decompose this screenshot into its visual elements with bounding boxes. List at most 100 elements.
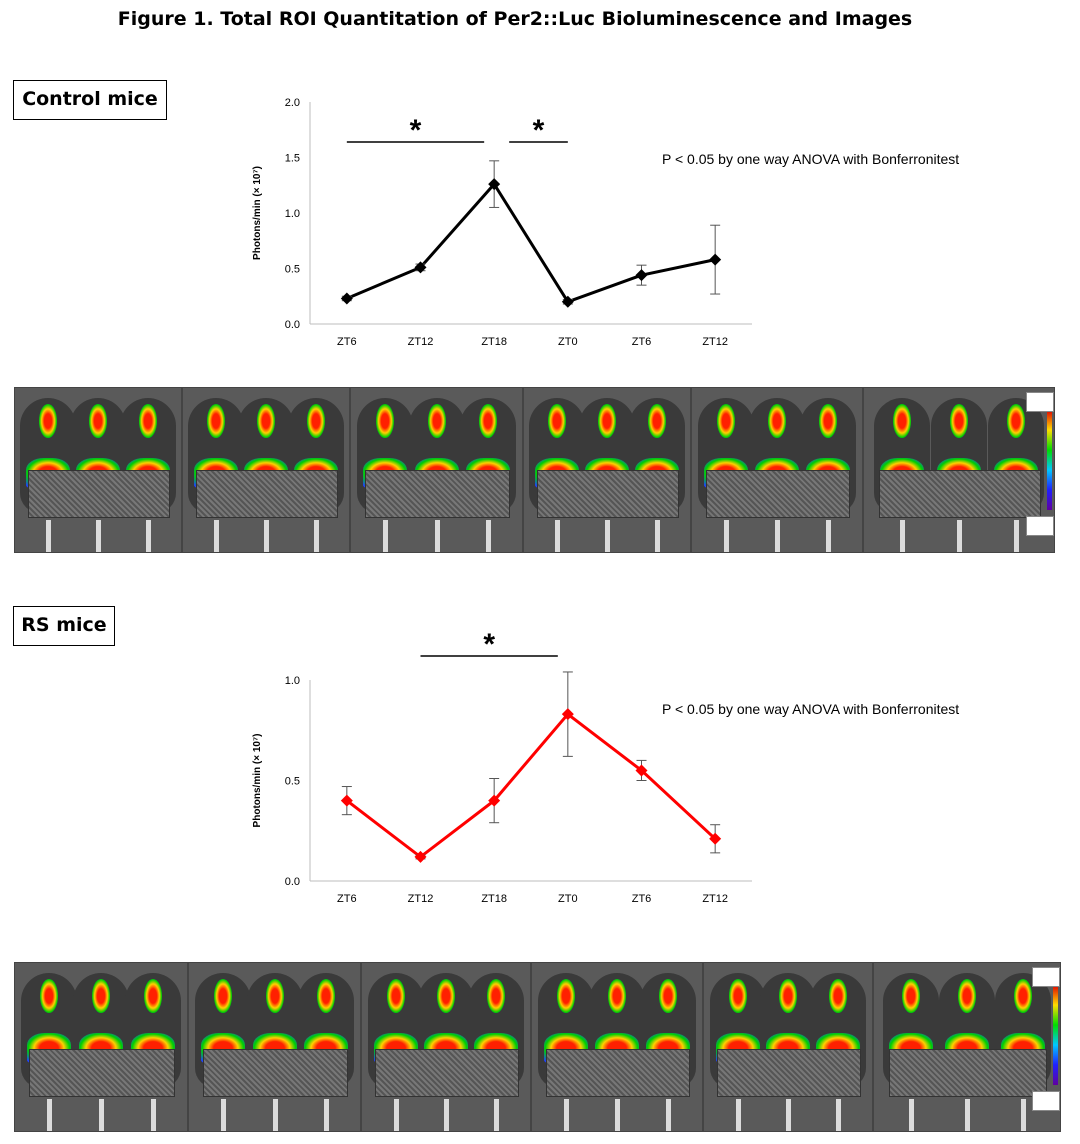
head-signal — [214, 979, 233, 1013]
x-tick-label: ZT12 — [408, 893, 434, 905]
y-axis-title: Photons/min (× 10⁷) — [252, 166, 263, 260]
y-tick-label: 1.5 — [285, 153, 300, 165]
cover-pad — [28, 1049, 176, 1097]
mouse-tail — [323, 1099, 329, 1131]
mouse-tail — [444, 1099, 449, 1131]
mouse-tail — [47, 1099, 53, 1131]
significance-star: * — [483, 628, 495, 661]
cover-pad — [28, 470, 170, 518]
head-signal — [779, 979, 797, 1013]
head-signal — [316, 979, 335, 1013]
cover-pad — [537, 470, 679, 518]
mouse-tail — [434, 520, 440, 552]
head-signal — [902, 979, 921, 1013]
x-tick-label: ZT18 — [481, 336, 507, 348]
mouse-tail — [836, 1099, 842, 1131]
bioluminescence-image-panel — [14, 962, 188, 1132]
image-min-max-box — [1032, 967, 1060, 987]
data-point — [488, 178, 501, 191]
anova-note: P < 0.05 by one way ANOVA with Bonferron… — [662, 151, 959, 167]
control-mice-label: Control mice — [13, 80, 167, 120]
head-signal — [143, 979, 162, 1013]
head-signal — [376, 404, 395, 438]
data-point — [488, 794, 501, 807]
data-point — [635, 269, 648, 282]
bioluminescence-image-panel — [14, 387, 182, 553]
mouse-tail — [605, 520, 610, 552]
mouse-tail — [383, 520, 389, 552]
mouse-tail — [99, 1099, 104, 1131]
head-signal — [39, 404, 58, 438]
mouse-tail — [264, 520, 269, 552]
data-point — [340, 794, 353, 807]
data-point — [414, 261, 427, 274]
data-point — [414, 850, 427, 863]
mouse-tail — [393, 1099, 399, 1131]
data-point — [561, 295, 574, 308]
series-line — [346, 181, 716, 304]
y-tick-label: 1.0 — [285, 208, 300, 220]
head-signal — [728, 979, 747, 1013]
cover-pad — [879, 470, 1041, 518]
significance-star: * — [533, 114, 545, 147]
mouse-tail — [313, 520, 319, 552]
head-signal — [557, 979, 575, 1013]
head-signal — [478, 404, 497, 438]
mouse-tail — [724, 520, 729, 552]
cover-pad — [375, 1049, 519, 1097]
series-line — [345, 712, 717, 859]
bioluminescence-image-panel — [188, 962, 361, 1132]
head-signal — [40, 979, 59, 1013]
head-signal — [819, 404, 837, 438]
x-tick-label: ZT6 — [632, 893, 652, 905]
mouse-tail — [1020, 1099, 1026, 1131]
head-signal — [92, 979, 110, 1013]
head-signal — [427, 404, 446, 438]
mouse-tail — [965, 1099, 970, 1131]
head-signal — [1013, 979, 1032, 1013]
image-min-max-box — [1026, 392, 1054, 412]
mouse-tail — [96, 520, 101, 552]
color-bar-min-max-box — [1026, 516, 1054, 536]
head-signal — [950, 404, 968, 438]
x-tick-label: ZT6 — [337, 893, 357, 905]
head-signal — [958, 979, 976, 1013]
rs-mice-label: RS mice — [13, 606, 115, 646]
head-signal — [598, 404, 616, 438]
mouse-tail — [150, 1099, 156, 1131]
mouse-tail — [957, 520, 962, 552]
x-tick-label: ZT12 — [702, 893, 728, 905]
mouse-tail — [775, 520, 780, 552]
mouse-tail — [494, 1099, 500, 1131]
head-signal — [265, 979, 284, 1013]
head-signal — [306, 404, 325, 438]
mouse-tail — [555, 520, 561, 552]
bioluminescence-image-panel — [531, 962, 703, 1132]
color-scale-bar — [1053, 985, 1058, 1085]
x-tick-label: ZT6 — [337, 336, 357, 348]
color-bar-min-max-box — [1032, 1091, 1060, 1111]
y-tick-label: 1.0 — [285, 675, 300, 687]
mouse-tail — [221, 1099, 227, 1131]
bioluminescence-image-panel — [182, 387, 350, 553]
rs-image-strip — [14, 962, 1064, 1132]
cover-pad — [196, 470, 338, 518]
y-tick-label: 2.0 — [285, 97, 300, 109]
cover-pad — [705, 470, 851, 518]
mouse-tail — [900, 520, 905, 552]
cover-pad — [717, 1049, 861, 1097]
significance-star: * — [410, 114, 422, 147]
x-tick-label: ZT6 — [632, 336, 652, 348]
mouse-tail — [826, 520, 831, 552]
head-signal — [1007, 404, 1025, 438]
bioluminescence-image-panel — [863, 387, 1055, 553]
head-signal — [548, 404, 567, 438]
x-tick-label: ZT0 — [558, 893, 578, 905]
mouse-tail — [666, 1099, 671, 1131]
head-signal — [207, 404, 226, 438]
mouse-tail — [1014, 520, 1019, 552]
mouse-tail — [654, 520, 660, 552]
head-signal — [257, 404, 275, 438]
x-tick-label: ZT12 — [408, 336, 434, 348]
head-signal — [386, 979, 405, 1013]
